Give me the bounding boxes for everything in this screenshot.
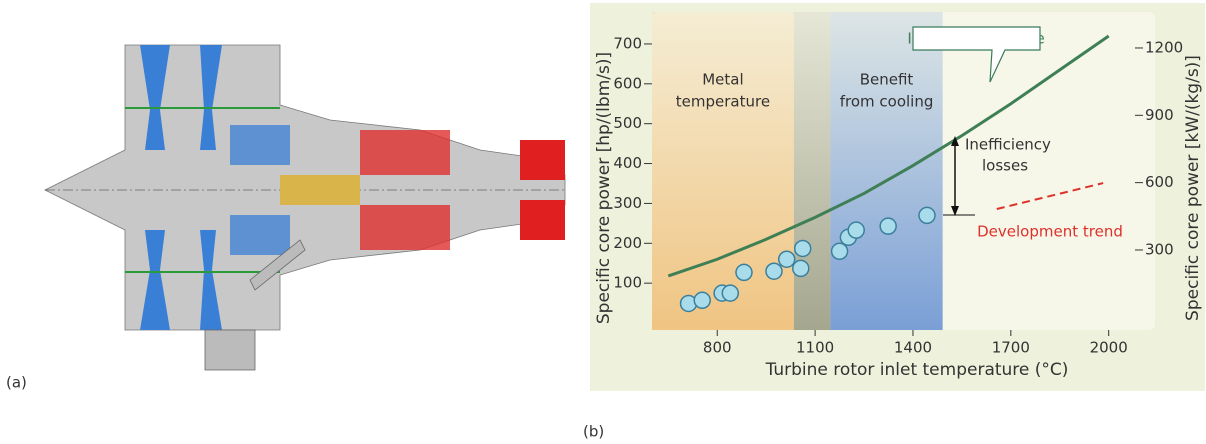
y2-tick-label: 1200 [1145, 38, 1183, 56]
annotation: losses [982, 157, 1028, 175]
y-tick-label: 700 [613, 34, 642, 52]
x-tick-label: 1400 [894, 339, 932, 357]
annotation: Inefficiency [965, 136, 1051, 154]
line [996, 182, 1104, 210]
band-label: temperature [676, 93, 770, 111]
point [879, 217, 897, 235]
x-axis-title: Turbine rotor inlet temperature (°C) [765, 360, 1069, 380]
line [667, 34, 1110, 278]
y2-tick-label: 900 [1145, 106, 1174, 124]
point [918, 206, 936, 225]
band [793, 12, 831, 330]
arrow-head [951, 136, 959, 146]
y-axis-title: Specific core power [hp/(lbm/s)] [594, 52, 614, 324]
band [652, 12, 794, 330]
band-label: from cooling [840, 93, 934, 111]
y2-tick-label: 300 [1145, 240, 1174, 258]
panel-label: (b) [583, 423, 604, 441]
band [830, 12, 943, 330]
y2-tick-label: 600 [1145, 173, 1174, 191]
y-tick-label: 600 [613, 74, 642, 92]
y2-axis-title: Specific core power [kW/(kg/s)] [1183, 55, 1203, 321]
y-tick-label: 300 [613, 194, 642, 212]
series-label: Development trend [977, 223, 1123, 241]
point [847, 221, 865, 239]
point [693, 291, 711, 310]
x-tick-label: 1700 [992, 339, 1030, 357]
point [793, 239, 812, 258]
point [792, 259, 810, 278]
arrow-head [951, 206, 959, 216]
y-tick-label: 100 [613, 274, 642, 292]
band-label: Metal [702, 71, 743, 89]
y-tick-label: 200 [613, 234, 642, 252]
y-tick-label: 500 [613, 114, 642, 132]
point [735, 263, 753, 282]
panel-label: (a) [6, 374, 27, 392]
callout-box [912, 26, 1041, 83]
x-tick-label: 1100 [796, 339, 834, 357]
band-label: Benefit [860, 71, 914, 89]
point [830, 242, 849, 261]
x-tick-label: 800 [703, 339, 732, 357]
plot: Metal temperature Benefit from cooling 800 11… [613, 12, 1183, 357]
engine-drawing [44, 44, 566, 371]
y-tick-label: 400 [613, 154, 642, 172]
x-tick-label: 2000 [1090, 339, 1128, 357]
point [765, 262, 783, 280]
point [777, 250, 796, 268]
point [721, 284, 740, 302]
